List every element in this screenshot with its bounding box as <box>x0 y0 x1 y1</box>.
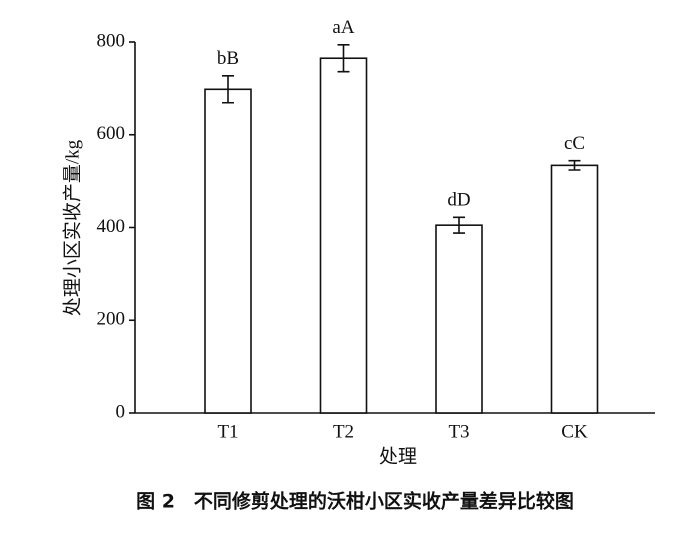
y-tick-label: 200 <box>97 309 126 330</box>
bar <box>319 57 368 414</box>
error-bar <box>222 75 234 104</box>
x-tick-label: CK <box>561 421 588 442</box>
caption: 图 2 不同修剪处理的沃柑小区实收产量差异比较图 <box>136 490 574 513</box>
significance-label: dD <box>447 190 470 211</box>
error-bar <box>453 216 465 234</box>
bar <box>204 88 252 414</box>
bar <box>550 164 599 414</box>
y-tick-label: 600 <box>97 123 126 144</box>
x-axis-label: 处理 <box>379 445 417 467</box>
x-tick-label: T2 <box>333 421 354 442</box>
x-tick-label: T1 <box>217 421 238 442</box>
y-tick-label: 800 <box>97 30 126 51</box>
significance-label: aA <box>332 17 354 38</box>
x-tick-label: T3 <box>448 421 469 442</box>
bar <box>435 224 483 414</box>
significance-label: bB <box>217 48 239 69</box>
y-axis-label: 处理小区实收产量/kg <box>61 139 83 316</box>
y-tick-label: 400 <box>97 216 126 237</box>
y-tick-label: 0 <box>116 401 126 422</box>
significance-label: cC <box>564 133 585 154</box>
error-bar <box>337 43 350 73</box>
error-bar <box>568 159 581 171</box>
